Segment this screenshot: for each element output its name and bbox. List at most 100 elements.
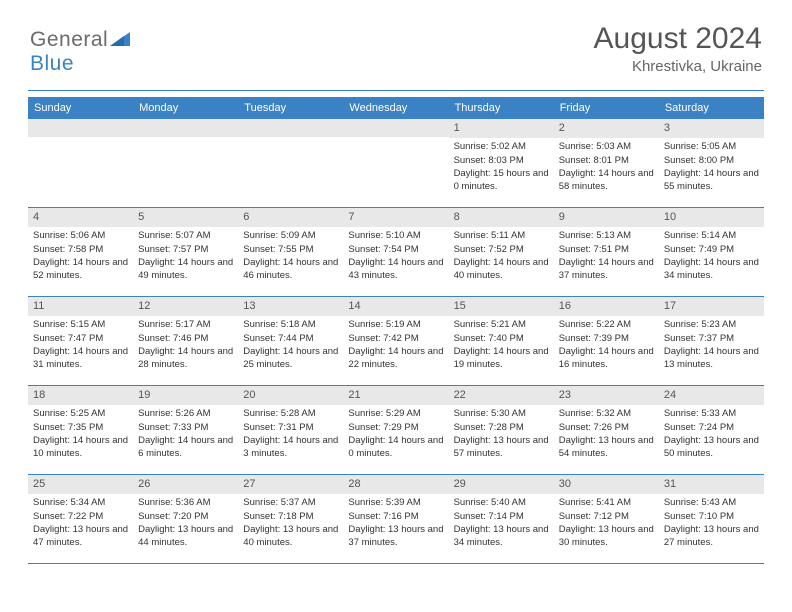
day-cell: 9Sunrise: 5:13 AMSunset: 7:51 PMDaylight… [554,208,659,296]
sunrise-text: Sunrise: 5:29 AM [348,408,443,421]
day-number: 23 [554,386,659,405]
sunrise-text: Sunrise: 5:37 AM [243,497,338,510]
sunrise-text: Sunrise: 5:17 AM [138,319,233,332]
sunset-text: Sunset: 8:03 PM [454,155,549,168]
day-cell: 25Sunrise: 5:34 AMSunset: 7:22 PMDayligh… [28,475,133,563]
day-body: Sunrise: 5:28 AMSunset: 7:31 PMDaylight:… [238,405,343,466]
day-body: Sunrise: 5:41 AMSunset: 7:12 PMDaylight:… [554,494,659,555]
sunset-text: Sunset: 7:35 PM [33,422,128,435]
day-body: Sunrise: 5:10 AMSunset: 7:54 PMDaylight:… [343,227,448,288]
daylight-text: Daylight: 14 hours and 55 minutes. [664,168,759,194]
day-number: 11 [28,297,133,316]
day-cell [133,119,238,207]
sunset-text: Sunset: 7:49 PM [664,244,759,257]
day-body: Sunrise: 5:18 AMSunset: 7:44 PMDaylight:… [238,316,343,377]
daylight-text: Daylight: 15 hours and 0 minutes. [454,168,549,194]
sunrise-text: Sunrise: 5:28 AM [243,408,338,421]
day-cell: 23Sunrise: 5:32 AMSunset: 7:26 PMDayligh… [554,386,659,474]
day-number: 22 [449,386,554,405]
sunset-text: Sunset: 7:26 PM [559,422,654,435]
daylight-text: Daylight: 14 hours and 0 minutes. [348,435,443,461]
day-body: Sunrise: 5:09 AMSunset: 7:55 PMDaylight:… [238,227,343,288]
daylight-text: Daylight: 14 hours and 46 minutes. [243,257,338,283]
day-cell: 28Sunrise: 5:39 AMSunset: 7:16 PMDayligh… [343,475,448,563]
sunrise-text: Sunrise: 5:06 AM [33,230,128,243]
daylight-text: Daylight: 13 hours and 47 minutes. [33,524,128,550]
sunset-text: Sunset: 7:31 PM [243,422,338,435]
sunset-text: Sunset: 7:55 PM [243,244,338,257]
day-cell: 7Sunrise: 5:10 AMSunset: 7:54 PMDaylight… [343,208,448,296]
daylight-text: Daylight: 14 hours and 49 minutes. [138,257,233,283]
day-cell: 14Sunrise: 5:19 AMSunset: 7:42 PMDayligh… [343,297,448,385]
day-number: 26 [133,475,238,494]
sunrise-text: Sunrise: 5:40 AM [454,497,549,510]
sunset-text: Sunset: 7:39 PM [559,333,654,346]
sunset-text: Sunset: 7:47 PM [33,333,128,346]
sunset-text: Sunset: 7:54 PM [348,244,443,257]
sunrise-text: Sunrise: 5:11 AM [454,230,549,243]
day-cell: 31Sunrise: 5:43 AMSunset: 7:10 PMDayligh… [659,475,764,563]
day-cell: 19Sunrise: 5:26 AMSunset: 7:33 PMDayligh… [133,386,238,474]
day-cell: 30Sunrise: 5:41 AMSunset: 7:12 PMDayligh… [554,475,659,563]
sunset-text: Sunset: 7:57 PM [138,244,233,257]
calendar: Sunday Monday Tuesday Wednesday Thursday… [28,97,764,564]
day-body: Sunrise: 5:30 AMSunset: 7:28 PMDaylight:… [449,405,554,466]
sunset-text: Sunset: 7:42 PM [348,333,443,346]
daylight-text: Daylight: 13 hours and 57 minutes. [454,435,549,461]
sunrise-text: Sunrise: 5:19 AM [348,319,443,332]
month-title: August 2024 [594,22,762,56]
day-number: 19 [133,386,238,405]
day-body: Sunrise: 5:29 AMSunset: 7:29 PMDaylight:… [343,405,448,466]
day-cell: 4Sunrise: 5:06 AMSunset: 7:58 PMDaylight… [28,208,133,296]
sunrise-text: Sunrise: 5:36 AM [138,497,233,510]
sunset-text: Sunset: 7:52 PM [454,244,549,257]
sunset-text: Sunset: 7:51 PM [559,244,654,257]
sunset-text: Sunset: 7:20 PM [138,511,233,524]
day-body: Sunrise: 5:36 AMSunset: 7:20 PMDaylight:… [133,494,238,555]
daylight-text: Daylight: 13 hours and 54 minutes. [559,435,654,461]
day-number: 15 [449,297,554,316]
day-number: 14 [343,297,448,316]
day-number [238,119,343,137]
day-cell: 26Sunrise: 5:36 AMSunset: 7:20 PMDayligh… [133,475,238,563]
day-number: 8 [449,208,554,227]
day-number [343,119,448,137]
week-row: 25Sunrise: 5:34 AMSunset: 7:22 PMDayligh… [28,475,764,564]
day-body: Sunrise: 5:22 AMSunset: 7:39 PMDaylight:… [554,316,659,377]
weekday-header: Sunday [28,97,133,119]
sunset-text: Sunset: 7:46 PM [138,333,233,346]
day-number: 10 [659,208,764,227]
day-cell: 10Sunrise: 5:14 AMSunset: 7:49 PMDayligh… [659,208,764,296]
sunrise-text: Sunrise: 5:34 AM [33,497,128,510]
day-body: Sunrise: 5:07 AMSunset: 7:57 PMDaylight:… [133,227,238,288]
daylight-text: Daylight: 14 hours and 13 minutes. [664,346,759,372]
header-right: August 2024 Khrestivka, Ukraine [594,22,762,75]
daylight-text: Daylight: 13 hours and 27 minutes. [664,524,759,550]
sunrise-text: Sunrise: 5:02 AM [454,141,549,154]
day-cell: 27Sunrise: 5:37 AMSunset: 7:18 PMDayligh… [238,475,343,563]
daylight-text: Daylight: 14 hours and 3 minutes. [243,435,338,461]
day-body: Sunrise: 5:13 AMSunset: 7:51 PMDaylight:… [554,227,659,288]
logo-triangle-icon [110,28,130,52]
day-body: Sunrise: 5:26 AMSunset: 7:33 PMDaylight:… [133,405,238,466]
day-cell: 3Sunrise: 5:05 AMSunset: 8:00 PMDaylight… [659,119,764,207]
weekday-header: Thursday [449,97,554,119]
sunrise-text: Sunrise: 5:03 AM [559,141,654,154]
day-cell: 16Sunrise: 5:22 AMSunset: 7:39 PMDayligh… [554,297,659,385]
day-body: Sunrise: 5:33 AMSunset: 7:24 PMDaylight:… [659,405,764,466]
day-number: 31 [659,475,764,494]
daylight-text: Daylight: 13 hours and 37 minutes. [348,524,443,550]
day-body: Sunrise: 5:17 AMSunset: 7:46 PMDaylight:… [133,316,238,377]
day-number: 13 [238,297,343,316]
sunrise-text: Sunrise: 5:07 AM [138,230,233,243]
sunrise-text: Sunrise: 5:41 AM [559,497,654,510]
daylight-text: Daylight: 14 hours and 6 minutes. [138,435,233,461]
sunset-text: Sunset: 7:29 PM [348,422,443,435]
daylight-text: Daylight: 13 hours and 50 minutes. [664,435,759,461]
day-number: 9 [554,208,659,227]
day-body: Sunrise: 5:40 AMSunset: 7:14 PMDaylight:… [449,494,554,555]
day-cell: 18Sunrise: 5:25 AMSunset: 7:35 PMDayligh… [28,386,133,474]
day-number: 6 [238,208,343,227]
daylight-text: Daylight: 14 hours and 16 minutes. [559,346,654,372]
day-number: 2 [554,119,659,138]
